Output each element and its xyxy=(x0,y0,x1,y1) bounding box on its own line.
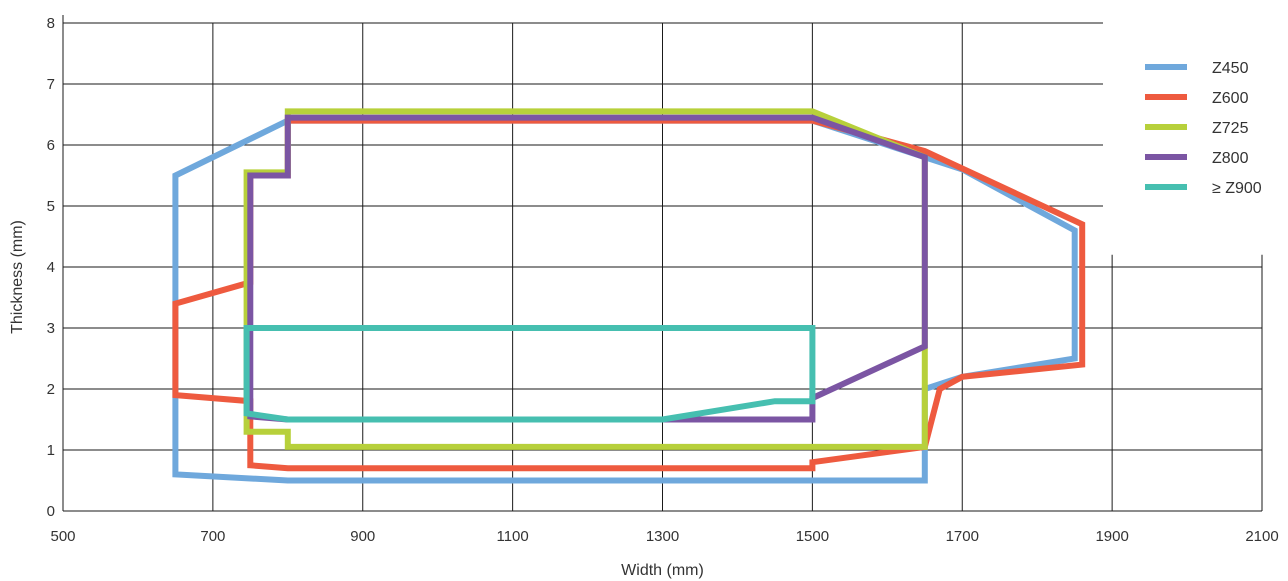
series-outline-z450 xyxy=(172,117,1078,484)
legend-label: ≥ Z900 xyxy=(1212,180,1262,197)
series-outline-z900 xyxy=(243,325,816,423)
y-tick-label: 7 xyxy=(47,76,55,93)
x-tick-label: 1500 xyxy=(796,528,829,545)
x-tick-label: 1300 xyxy=(646,528,679,545)
x-tick-label: 1100 xyxy=(496,528,528,545)
x-tick-label: 700 xyxy=(200,528,225,545)
series-outline-z725 xyxy=(243,108,928,450)
x-axis-title: Width (mm) xyxy=(621,562,704,579)
x-tick-label: 500 xyxy=(50,528,75,545)
x-tick-label: 900 xyxy=(350,528,375,545)
x-tick-label: 1700 xyxy=(946,528,979,545)
x-axis-tick-labels: 500 700 900 1100 1300 1500 1700 1900 2100 xyxy=(50,528,1278,545)
legend-label: Z600 xyxy=(1212,90,1249,107)
y-tick-label: 5 xyxy=(47,198,55,215)
legend-label: Z450 xyxy=(1212,60,1249,77)
legend: Z450 Z600 Z725 Z800 ≥ Z900 xyxy=(1145,60,1262,197)
y-tick-label: 0 xyxy=(47,503,55,520)
legend-label: Z800 xyxy=(1212,150,1249,167)
y-tick-label: 4 xyxy=(47,259,55,276)
legend-label: Z725 xyxy=(1212,120,1249,137)
y-axis-tick-labels: 0 1 2 3 4 5 6 7 8 xyxy=(47,15,55,520)
y-tick-label: 1 xyxy=(47,442,55,459)
y-tick-label: 2 xyxy=(47,381,55,398)
y-axis-title: Thickness (mm) xyxy=(9,220,26,334)
series-outline-z600 xyxy=(172,117,1086,472)
y-tick-label: 3 xyxy=(47,320,55,337)
x-tick-label: 2100 xyxy=(1245,528,1278,545)
y-tick-label: 6 xyxy=(47,137,55,154)
y-tick-label: 8 xyxy=(47,15,55,32)
series-outline-z800 xyxy=(247,114,928,423)
axes xyxy=(62,15,1262,512)
plot-area xyxy=(172,108,1086,484)
x-tick-label: 1900 xyxy=(1095,528,1128,545)
